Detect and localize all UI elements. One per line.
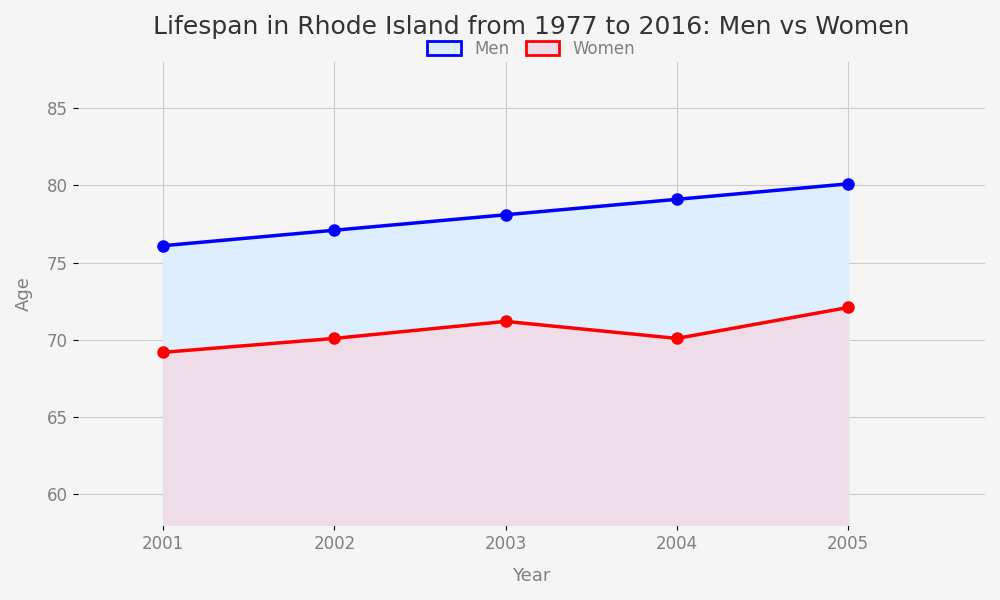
- Legend: Men, Women: Men, Women: [421, 33, 642, 64]
- Men: [328, 227, 340, 234]
- Women: [328, 335, 340, 342]
- Men: [842, 180, 854, 187]
- Line: Women: Women: [158, 302, 854, 358]
- Men: [500, 211, 512, 218]
- Women: [671, 335, 683, 342]
- Women: [842, 304, 854, 311]
- Women: [157, 349, 169, 356]
- Title: Lifespan in Rhode Island from 1977 to 2016: Men vs Women: Lifespan in Rhode Island from 1977 to 20…: [153, 15, 910, 39]
- Men: [671, 196, 683, 203]
- Women: [500, 318, 512, 325]
- Y-axis label: Age: Age: [15, 276, 33, 311]
- Men: [157, 242, 169, 249]
- Line: Men: Men: [158, 178, 854, 251]
- X-axis label: Year: Year: [512, 567, 550, 585]
